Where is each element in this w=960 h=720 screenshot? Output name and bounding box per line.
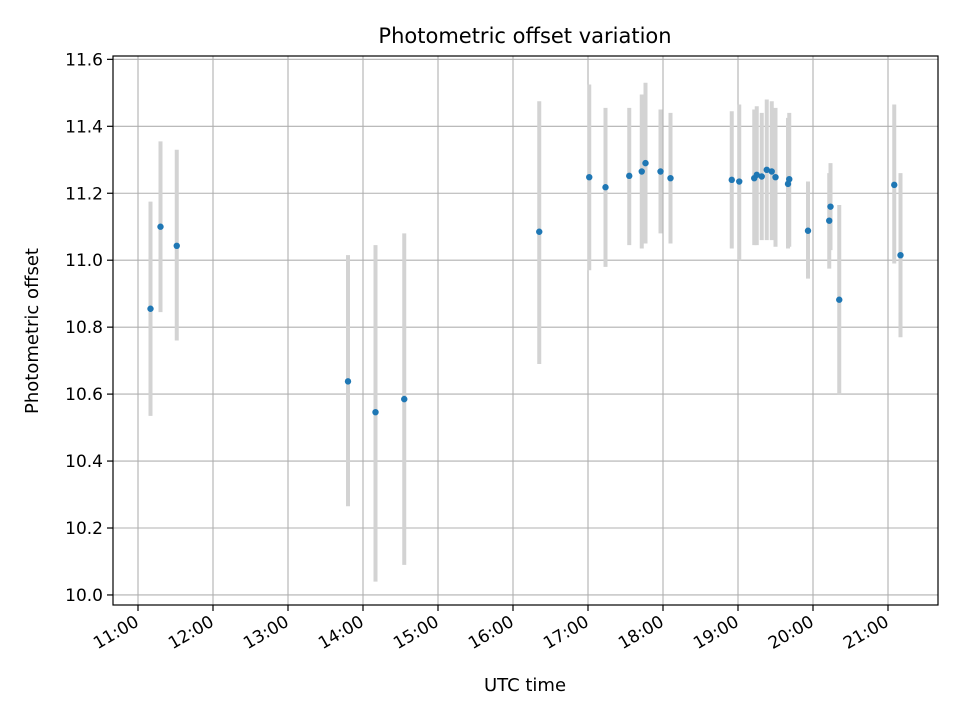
data-point [827,203,834,210]
data-point [602,184,609,191]
data-point [642,159,649,167]
data-point [728,176,735,184]
y-tick-label: 11.2 [65,184,103,204]
x-tick-label: 14:00 [315,612,367,654]
data-point [736,178,743,185]
y-axis-label: Photometric offset [22,248,43,414]
data-point [786,175,793,183]
data-point [157,223,164,230]
y-tick-label: 10.6 [65,385,103,405]
data-point [667,174,674,182]
x-tick-label: 20:00 [765,612,817,654]
y-tick-label: 10.4 [65,452,103,472]
x-tick-label: 21:00 [840,612,892,654]
data-points [147,159,904,416]
x-tick-label: 16:00 [465,612,517,654]
data-point [638,168,645,175]
data-point [657,168,664,175]
data-point [768,168,775,175]
data-point [147,305,154,312]
data-point [536,228,543,235]
x-tick-label: 15:00 [390,612,442,654]
x-axis-label: UTC time [484,675,566,696]
grid-lines [113,56,938,605]
data-point [897,251,904,259]
chart-title: Photometric offset variation [378,24,671,48]
data-point [173,242,180,250]
x-tick-label: 17:00 [540,612,592,654]
y-tick-label: 10.8 [65,318,103,338]
data-point [763,166,770,174]
y-tick-label: 10.2 [65,519,103,539]
y-tick-label: 11.6 [65,50,103,70]
x-tick-label: 18:00 [615,612,667,654]
error-bars [148,82,903,582]
plot-frame [112,55,939,606]
x-tick-label: 12:00 [165,612,217,654]
x-tick-label: 13:00 [240,612,292,654]
x-tick-label: 11:00 [90,612,142,654]
data-point [753,171,760,179]
data-point [804,227,812,234]
data-point [758,173,765,180]
data-point [344,378,352,385]
data-point [372,408,379,416]
data-point [626,172,633,180]
x-tick-label: 19:00 [690,612,742,654]
data-point [772,173,779,181]
data-point [826,217,833,224]
data-point [401,395,408,403]
data-point [586,173,593,181]
y-tick-label: 10.0 [65,586,103,606]
data-point [891,181,898,189]
y-tick-label: 11.4 [65,117,103,137]
data-point [836,296,843,303]
y-tick-label: 11.0 [65,251,103,271]
